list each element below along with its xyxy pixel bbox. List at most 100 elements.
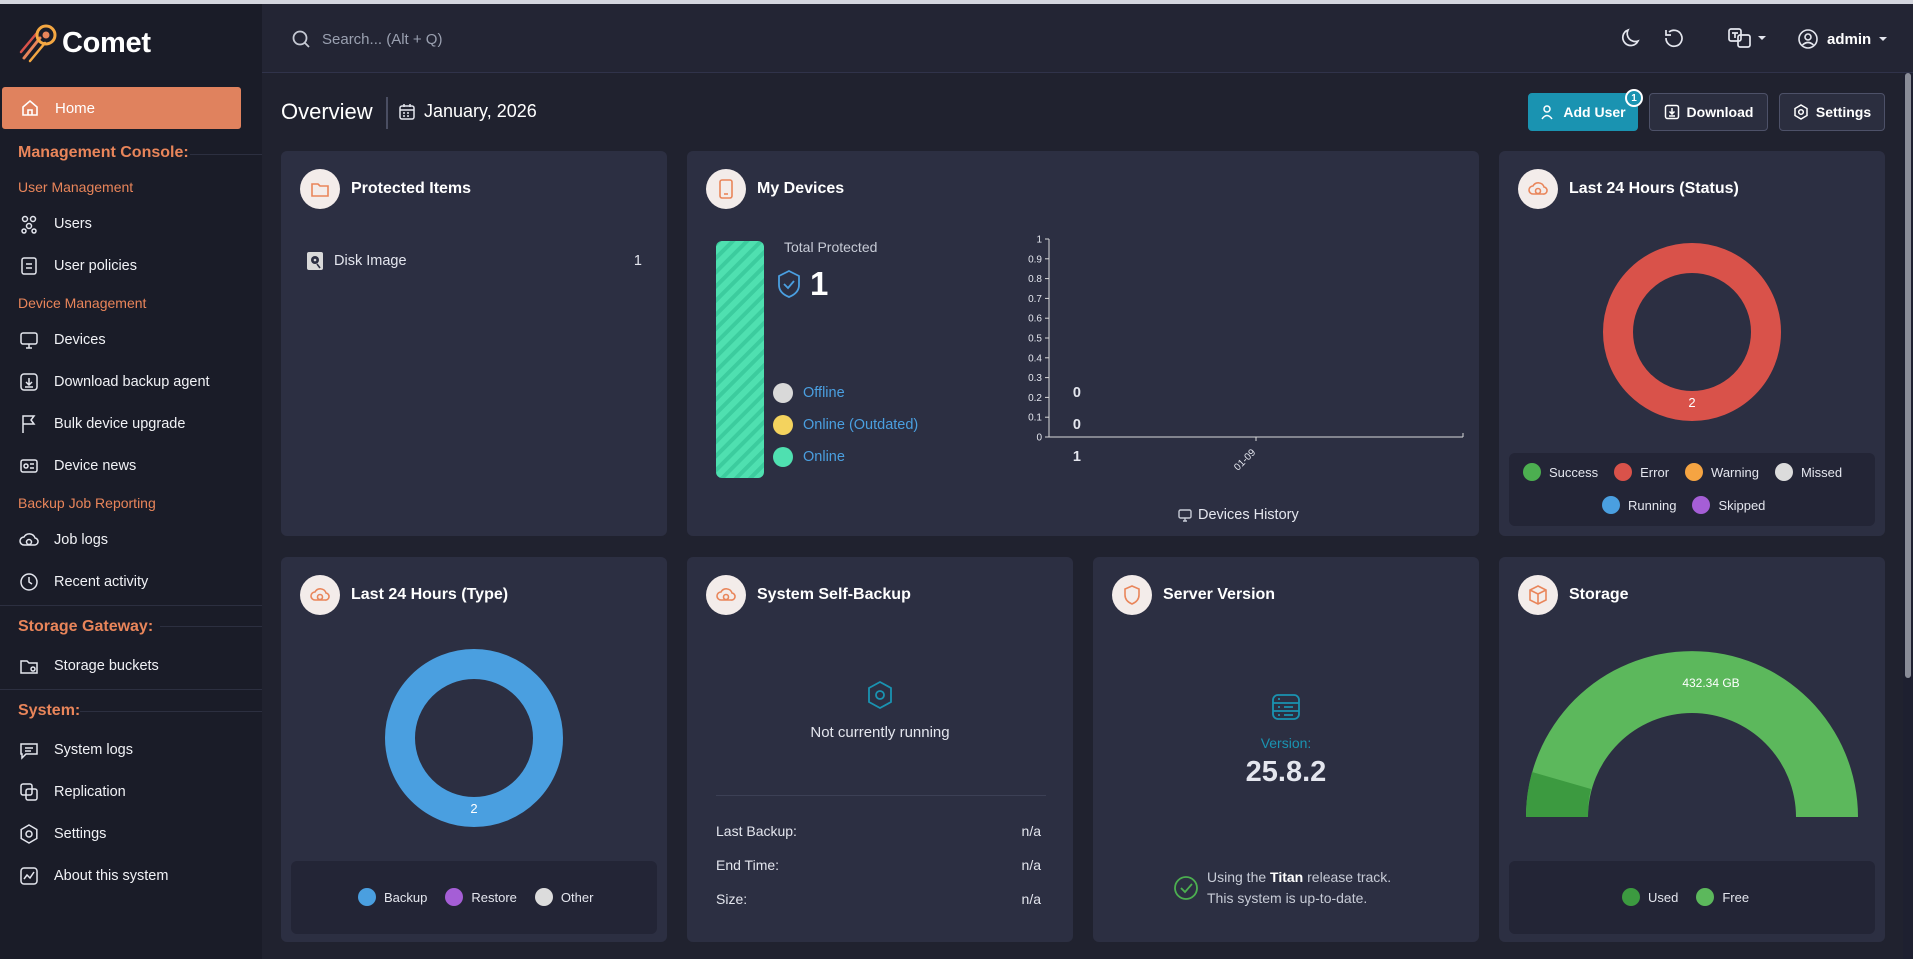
legend-error[interactable]: Error	[1614, 463, 1669, 481]
legend-skipped[interactable]: Skipped	[1692, 496, 1765, 514]
sidebar-item-user-policies[interactable]: User policies	[18, 255, 137, 277]
card-title: System Self-Backup	[757, 586, 911, 603]
storage-legend: Used Free	[1509, 861, 1875, 934]
section-storage-gateway: Storage Gateway:	[18, 618, 154, 635]
button-label: Settings	[1815, 104, 1872, 120]
row-value: n/a	[1021, 823, 1041, 839]
scrollbar-thumb[interactable]	[1905, 73, 1911, 678]
sidebar-item-replication[interactable]: Replication	[18, 781, 126, 803]
search-input[interactable]: Search... (Alt + Q)	[290, 28, 442, 50]
search-placeholder: Search... (Alt + Q)	[322, 30, 443, 48]
message-icon	[20, 743, 38, 760]
chart-line-icon	[20, 867, 38, 885]
divider	[0, 605, 262, 606]
track-prefix: Using the	[1207, 869, 1271, 885]
download-button[interactable]: Download	[1649, 93, 1768, 131]
policy-document-icon	[21, 257, 37, 275]
sidebar-item-devices[interactable]: Devices	[18, 329, 106, 351]
sidebar-item-recent-activity[interactable]: Recent activity	[18, 571, 148, 593]
legend-dot-icon	[1774, 463, 1793, 481]
sidebar-item-job-logs[interactable]: Job logs	[18, 529, 108, 551]
sidebar-item-about[interactable]: About this system	[18, 865, 168, 887]
row-label: Last Backup:	[716, 823, 797, 839]
card-header: Protected Items	[300, 169, 471, 209]
sidebar-item-label: Settings	[54, 826, 107, 842]
legend-dot-icon	[1685, 463, 1704, 481]
user-plus-icon	[1541, 105, 1553, 120]
total-protected-value: 1	[810, 265, 829, 302]
legend-success[interactable]: Success	[1523, 463, 1598, 481]
shield-gear-icon	[868, 680, 892, 710]
legend-dot-icon	[534, 888, 553, 906]
legend-restore[interactable]: Restore	[445, 888, 517, 906]
card-header: System Self-Backup	[706, 575, 911, 615]
devices-history-caption: Devices History	[1177, 507, 1299, 523]
add-user-button[interactable]: Add User	[1528, 93, 1638, 131]
language-selector[interactable]	[1727, 26, 1768, 50]
chart-xlabel: Devices History	[1198, 507, 1299, 523]
status-label: Online (Outdated)	[803, 417, 919, 433]
folder-icon	[300, 169, 340, 209]
status-value: 0	[1072, 417, 1081, 433]
date-picker[interactable]: January, 2026	[398, 101, 537, 122]
legend-dot-icon	[1523, 463, 1541, 481]
search-icon	[292, 30, 310, 48]
sidebar-item-system-logs[interactable]: System logs	[18, 739, 133, 761]
protected-item-row[interactable]: Disk Image 1	[306, 251, 642, 271]
legend-label: Restore	[471, 889, 517, 905]
my-devices-card: My Devices Total Protected 1 Offline 0 O…	[687, 151, 1479, 536]
sidebar-item-label: Storage buckets	[54, 658, 159, 674]
y-tick-label: 0.4	[1028, 353, 1042, 364]
sidebar-item-storage-buckets[interactable]: Storage buckets	[18, 655, 159, 677]
legend-backup[interactable]: Backup	[358, 888, 427, 906]
y-tick-label: 0.5	[1028, 334, 1042, 345]
legend-used[interactable]: Used	[1622, 888, 1678, 906]
legend-other[interactable]: Other	[534, 888, 593, 906]
brand-logo[interactable]: Comet	[18, 22, 151, 64]
legend-label: Warning	[1711, 464, 1759, 480]
sidebar-item-download-agent[interactable]: Download backup agent	[18, 371, 210, 393]
settings-button[interactable]: Settings	[1779, 93, 1885, 131]
section-system: System:	[18, 702, 81, 719]
status-value: 1	[1072, 449, 1081, 465]
sidebar-item-label: Device news	[54, 458, 137, 474]
user-menu[interactable]: admin	[1797, 28, 1897, 50]
sidebar-item-settings[interactable]: Settings	[18, 823, 106, 845]
legend-missed[interactable]: Missed	[1774, 463, 1842, 481]
legend-running[interactable]: Running	[1602, 496, 1676, 514]
sidebar-item-label: Bulk device upgrade	[54, 416, 186, 432]
last24-status-card: Last 24 Hours (Status) 2 Success Error W…	[1499, 151, 1885, 536]
gauge-used	[1525, 772, 1591, 817]
divider	[160, 626, 262, 627]
moon-icon[interactable]	[1619, 26, 1643, 50]
sidebar-item-bulk-upgrade[interactable]: Bulk device upgrade	[18, 413, 185, 435]
disk-image-icon	[307, 252, 323, 270]
legend-warning[interactable]: Warning	[1685, 463, 1759, 481]
shield-icon	[1112, 575, 1152, 615]
card-header: Last 24 Hours (Type)	[300, 575, 508, 615]
monitor-icon	[20, 332, 38, 349]
refresh-icon[interactable]	[1662, 26, 1686, 50]
translate-icon	[1728, 28, 1751, 48]
status-row-online-outdated[interactable]: Online (Outdated) 0	[773, 415, 1081, 435]
tablet-icon	[706, 169, 746, 209]
self-backup-row: Size: n/a	[716, 891, 1041, 907]
legend-free[interactable]: Free	[1696, 888, 1749, 906]
users-icon	[21, 215, 37, 234]
gear-icon	[20, 824, 38, 844]
sidebar: Comet Home Management Console: User Mana…	[0, 0, 262, 959]
header-divider	[386, 97, 388, 129]
legend-label: Error	[1640, 464, 1670, 480]
sidebar-item-device-news[interactable]: Device news	[18, 455, 136, 477]
y-tick-label: 1	[1036, 235, 1042, 246]
status-row-offline[interactable]: Offline 0	[773, 383, 1081, 403]
card-header: Storage	[1518, 575, 1629, 615]
copy-icon	[20, 783, 38, 801]
sidebar-item-users[interactable]: Users	[18, 213, 92, 235]
bucket-folder-icon	[20, 660, 38, 674]
status-row-online[interactable]: Online 1	[773, 447, 1081, 467]
home-icon	[22, 99, 38, 116]
sidebar-item-label: User policies	[54, 258, 137, 274]
sidebar-item-home[interactable]: Home	[2, 87, 241, 129]
user-name: admin	[1827, 30, 1872, 48]
